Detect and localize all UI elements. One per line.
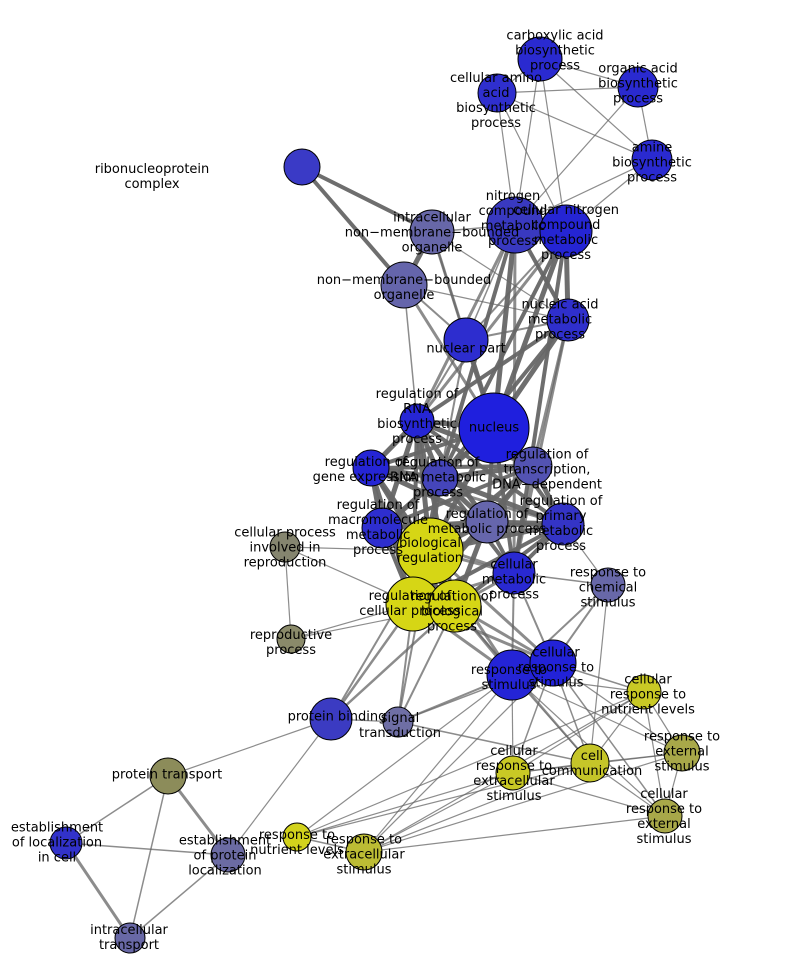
- graph-edge[interactable]: [403, 284, 569, 321]
- graph-edge[interactable]: [129, 775, 169, 939]
- graph-edge[interactable]: [511, 674, 683, 754]
- graph-node[interactable]: [546, 298, 590, 342]
- graph-edge[interactable]: [296, 772, 514, 838]
- graph-node[interactable]: [380, 261, 428, 309]
- graph-node[interactable]: [477, 73, 517, 113]
- edge-layer: [64, 58, 683, 939]
- graph-edge[interactable]: [129, 854, 229, 939]
- graph-node[interactable]: [396, 517, 464, 585]
- graph-edge[interactable]: [330, 605, 456, 720]
- graph-node[interactable]: [663, 734, 701, 772]
- graph-node[interactable]: [382, 706, 414, 738]
- graph-edge[interactable]: [64, 842, 132, 939]
- graph-edge[interactable]: [65, 775, 169, 844]
- graph-node[interactable]: [647, 798, 683, 834]
- graph-edge[interactable]: [363, 815, 666, 853]
- graph-edge[interactable]: [363, 674, 513, 853]
- graph-node[interactable]: [269, 531, 301, 563]
- graph-edge[interactable]: [496, 92, 653, 161]
- graph-node[interactable]: [631, 139, 673, 181]
- node-layer: [49, 36, 701, 954]
- graph-node[interactable]: [428, 579, 482, 633]
- graph-edge[interactable]: [301, 165, 433, 234]
- graph-node[interactable]: [309, 697, 353, 741]
- graph-node[interactable]: [399, 403, 435, 439]
- graph-edge[interactable]: [539, 58, 653, 161]
- graph-edge[interactable]: [415, 230, 568, 422]
- graph-node[interactable]: [492, 551, 536, 595]
- graph-edge[interactable]: [370, 466, 564, 526]
- graph-node[interactable]: [149, 757, 187, 795]
- graph-node[interactable]: [345, 833, 383, 871]
- graph-edge[interactable]: [300, 165, 406, 287]
- graph-node[interactable]: [495, 755, 531, 791]
- graph-edge[interactable]: [552, 662, 666, 817]
- graph-node[interactable]: [276, 624, 306, 654]
- graph-node[interactable]: [458, 392, 530, 464]
- graph-node[interactable]: [114, 922, 146, 954]
- graph-node[interactable]: [617, 66, 659, 108]
- graph-node[interactable]: [352, 449, 390, 487]
- graph-edge[interactable]: [296, 691, 645, 838]
- graph-node[interactable]: [539, 204, 593, 258]
- graph-node[interactable]: [210, 837, 246, 873]
- graph-edge[interactable]: [397, 721, 591, 764]
- graph-edge[interactable]: [512, 772, 666, 817]
- graph-node[interactable]: [283, 148, 321, 186]
- graph-edge[interactable]: [496, 86, 639, 94]
- graph-node[interactable]: [541, 502, 585, 546]
- graph-edge[interactable]: [363, 762, 591, 853]
- graph-node[interactable]: [443, 317, 489, 363]
- graph-edge[interactable]: [431, 231, 569, 321]
- graph-node[interactable]: [361, 507, 403, 549]
- graph-edge[interactable]: [227, 718, 332, 856]
- graph-edge[interactable]: [589, 584, 609, 764]
- graph-edge[interactable]: [296, 762, 591, 838]
- graph-edge[interactable]: [363, 772, 514, 853]
- graph-node[interactable]: [49, 826, 83, 860]
- graph-edge[interactable]: [167, 718, 332, 777]
- graph-node[interactable]: [529, 639, 577, 687]
- graph-edge[interactable]: [439, 339, 467, 479]
- graph-node[interactable]: [282, 822, 312, 852]
- graph-edge[interactable]: [363, 752, 683, 853]
- graph-node[interactable]: [517, 36, 563, 82]
- graph-edge[interactable]: [512, 691, 645, 774]
- graph-node[interactable]: [486, 649, 538, 701]
- graph-node[interactable]: [626, 674, 662, 710]
- graph-edge[interactable]: [643, 691, 666, 817]
- graph-edge[interactable]: [514, 86, 639, 226]
- graph-node[interactable]: [513, 446, 553, 486]
- graph-node[interactable]: [421, 459, 459, 497]
- graph-node[interactable]: [486, 196, 544, 254]
- graph-edge[interactable]: [65, 842, 229, 856]
- graph-node[interactable]: [409, 209, 455, 255]
- graph-edge[interactable]: [531, 319, 570, 467]
- graph-node[interactable]: [465, 500, 509, 544]
- graph-node[interactable]: [570, 743, 610, 783]
- graph-edge[interactable]: [415, 318, 570, 423]
- graph-edge[interactable]: [381, 464, 534, 530]
- graph-edge[interactable]: [296, 674, 513, 838]
- graph-node[interactable]: [590, 567, 626, 603]
